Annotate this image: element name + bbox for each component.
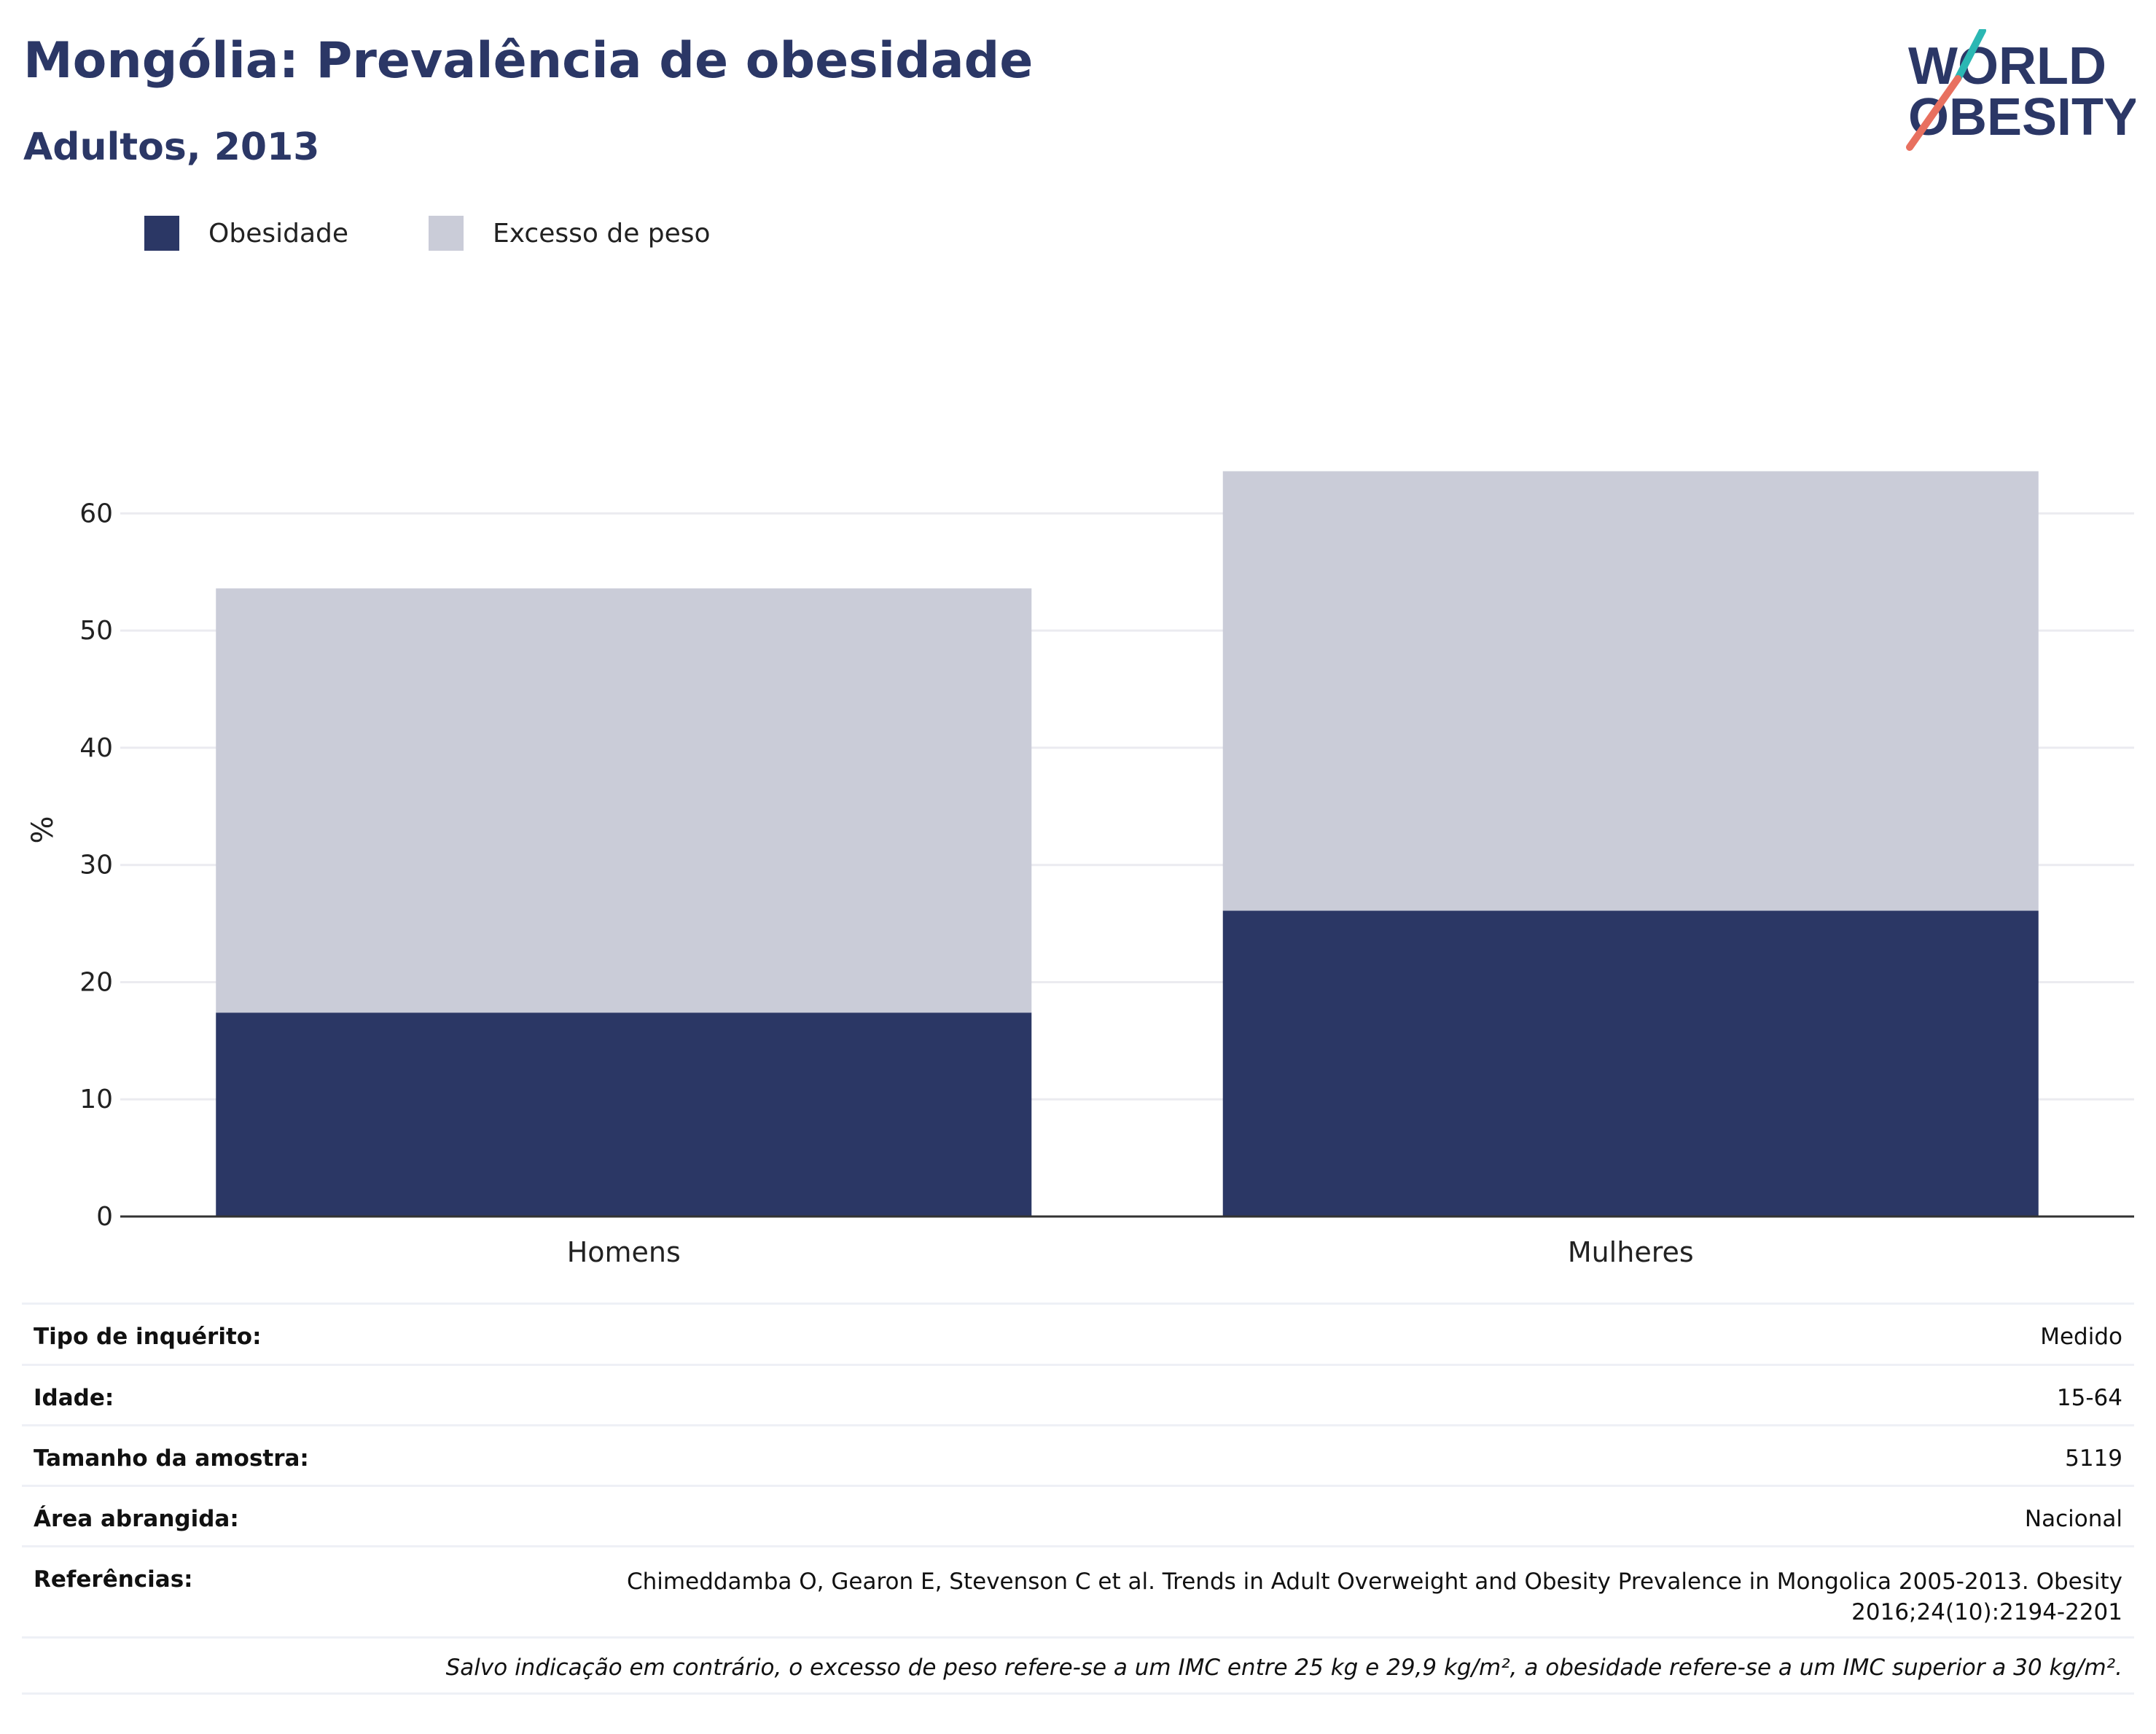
info-row-references: Referências: Chimeddamba O, Gearon E, St… (22, 1545, 2134, 1636)
chart-legend: Obesidade Excesso de peso (144, 216, 740, 251)
x-tick-label: Homens (567, 1236, 681, 1268)
chart-title: Mongólia: Prevalência de obesidade (23, 32, 1034, 90)
y-tick-label: 0 (96, 1202, 113, 1232)
y-tick-label: 50 (79, 616, 113, 646)
definition-note: Salvo indicação em contrário, o excesso … (22, 1636, 2134, 1695)
legend-item-obesidade: Obesidade (144, 216, 399, 251)
legend-label-obesidade: Obesidade (208, 218, 349, 249)
info-value: Medido (2040, 1324, 2122, 1350)
y-axis-label: % (26, 816, 60, 843)
info-row-survey-type: Tipo de inquérito: Medido (22, 1303, 2134, 1364)
bar-excesso-de-peso-homens (216, 588, 1032, 1013)
info-label: Idade: (34, 1385, 114, 1411)
bar-obesidade-homens (216, 1012, 1032, 1216)
legend-item-excesso: Excesso de peso (429, 216, 711, 251)
info-label: Tipo de inquérito: (34, 1324, 262, 1350)
bar-obesidade-mulheres (1222, 910, 2039, 1216)
y-tick-label: 20 (79, 967, 113, 997)
y-tick-label: 40 (79, 733, 113, 763)
info-value: Chimeddamba O, Gearon E, Stevenson C et … (627, 1569, 2122, 1625)
bar-excesso-de-peso-mulheres (1222, 471, 2039, 911)
info-value: Nacional (2024, 1506, 2122, 1532)
chart-subtitle: Adultos, 2013 (23, 125, 320, 169)
info-row-age: Idade: 15-64 (22, 1364, 2134, 1424)
info-row-sample-size: Tamanho da amostra: 5119 (22, 1424, 2134, 1485)
info-label: Área abrangida: (34, 1506, 239, 1532)
y-tick-label: 30 (79, 851, 113, 880)
legend-label-excesso: Excesso de peso (493, 218, 711, 249)
x-tick-label: Mulheres (1568, 1236, 1694, 1268)
logo-line1: WORLD (1908, 37, 2106, 95)
y-tick-label: 60 (79, 499, 113, 528)
info-value: 15-64 (2056, 1385, 2122, 1411)
y-tick-label: 10 (79, 1085, 113, 1114)
world-obesity-logo: WORLD OBESITY (1906, 29, 2136, 151)
survey-info-table: Tipo de inquérito: Medido Idade: 15-64 T… (22, 1303, 2134, 1695)
info-row-area: Área abrangida: Nacional (22, 1485, 2134, 1545)
legend-swatch-obesidade (144, 216, 179, 251)
legend-swatch-excesso (429, 216, 464, 251)
info-label: Referências: (34, 1566, 193, 1593)
bar-chart: 0 10 20 30 40 50 60% Homens Mulheres (26, 471, 2134, 1268)
info-label: Tamanho da amostra: (34, 1445, 309, 1472)
info-value: 5119 (2065, 1445, 2122, 1472)
